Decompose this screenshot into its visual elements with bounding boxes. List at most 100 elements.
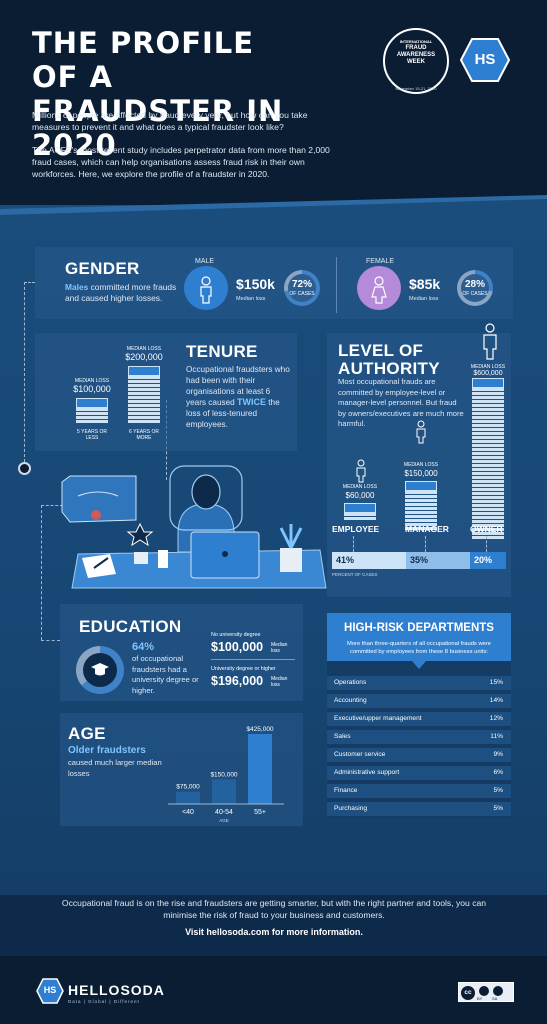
- department-pct: 14%: [489, 697, 503, 704]
- money-stack-layer: [128, 400, 160, 403]
- cc-sa-icon: [493, 986, 503, 996]
- banknote-icon: [344, 503, 376, 513]
- age-bar: [176, 791, 200, 804]
- departments-list: Operations 15% Accounting 14% Executive/uppe…: [327, 676, 511, 820]
- hs-logo-icon: [460, 38, 510, 82]
- connector-line: [353, 536, 354, 552]
- money-stack-layer: [344, 517, 376, 520]
- money-stack-layer: [472, 420, 504, 423]
- male-loss-value: $150k: [236, 276, 275, 292]
- department-row: Executive/upper management 12%: [327, 712, 511, 726]
- money-stack-layer: [472, 396, 504, 399]
- money-stack-layer: [472, 424, 504, 427]
- departments-header: [327, 613, 511, 661]
- age-bar: [248, 734, 272, 804]
- degree-label: University degree or higher: [211, 666, 276, 672]
- footer-visit-link[interactable]: Visit hellosoda.com for more information…: [185, 927, 363, 937]
- money-stack-layer: [128, 380, 160, 383]
- departments-title: HIGH-RISK DEPARTMENTS: [344, 622, 494, 634]
- no-degree-suffix: Median loss: [271, 642, 288, 654]
- cat-manager: MANAGER: [405, 524, 449, 534]
- authority-title-2: AUTHORITY: [338, 359, 440, 378]
- manager-figure-icon: [416, 420, 426, 444]
- department-row: Customer service 9%: [327, 748, 511, 762]
- department-pct: 5%: [493, 805, 503, 812]
- department-name: Sales: [334, 733, 351, 740]
- department-row: Sales 11%: [327, 730, 511, 744]
- money-stack-layer: [128, 416, 160, 419]
- money-stack-layer: [472, 436, 504, 439]
- faw-line-2: FRAUD: [405, 45, 427, 51]
- money-stack-layer: [472, 460, 504, 463]
- tenure-desc-1: Occupational fraudsters who had been wit…: [186, 365, 290, 407]
- money-stack-layer: [76, 416, 108, 419]
- age-desc-rest: caused much larger median losses: [68, 758, 162, 778]
- gender-panel: [35, 247, 513, 319]
- age-category-label: 55+: [254, 809, 266, 816]
- hellosoda-logo-icon: [36, 978, 64, 1004]
- money-stack-layer: [472, 464, 504, 467]
- money-stack-layer: [472, 512, 504, 515]
- gender-desc-accent: Males: [65, 282, 89, 292]
- fraud-awareness-week-text: INTERNATIONAL FRAUD AWARENESS WEEK: [386, 38, 446, 66]
- no-degree-label: No university degree: [211, 632, 261, 638]
- office-desk-illustration: [61, 465, 327, 589]
- cat-employee: EMPLOYEE: [332, 524, 380, 534]
- department-row: Purchasing 5%: [327, 802, 511, 816]
- gender-description: Males committed more frauds and caused h…: [65, 282, 177, 304]
- age-axis-label: AGE: [219, 818, 229, 823]
- age-bar-value-label: $75,000: [176, 784, 200, 791]
- manager-loss-label: MEDIAN LOSS: [403, 462, 439, 468]
- money-stack-layer: [472, 516, 504, 519]
- tenure-left-value: $100,000: [73, 384, 111, 394]
- money-stack-layer: [76, 412, 108, 415]
- money-stack-layer: [472, 416, 504, 419]
- tenure-panel: [35, 333, 297, 451]
- money-stack-layer: [472, 468, 504, 471]
- money-stack-layer: [405, 523, 437, 526]
- department-row: Accounting 14%: [327, 694, 511, 708]
- tenure-left-caption: 5 YEARS OR LESS: [77, 429, 107, 441]
- money-stack-layer: [472, 432, 504, 435]
- cc-by-label: BY: [477, 996, 483, 1001]
- connector-line: [41, 640, 60, 641]
- cc-sa-label: SA: [492, 996, 498, 1001]
- connector-line: [24, 282, 35, 283]
- department-name: Operations: [334, 679, 367, 686]
- hellosoda-logo-text: HS: [43, 985, 57, 995]
- age-desc-accent: Older fraudsters: [68, 745, 146, 756]
- money-stack-layer: [128, 388, 160, 391]
- female-loss-value: $85k: [409, 276, 441, 292]
- hs-logo-text: HS: [474, 51, 496, 68]
- footer-text: Occupational fraud is on the rise and fr…: [61, 898, 487, 920]
- money-stack-layer: [128, 396, 160, 399]
- gender-desc-rest: committed more frauds and caused higher …: [65, 282, 177, 303]
- male-loss-label: Median loss: [236, 296, 266, 302]
- hellosoda-tagline: Data | Global | Different: [68, 999, 140, 1004]
- money-stack-layer: [472, 488, 504, 491]
- male-icon: [184, 266, 228, 310]
- money-stack-layer: [472, 444, 504, 447]
- tenure-description: Occupational fraudsters who had been wit…: [186, 364, 290, 430]
- money-stack-layer: [472, 452, 504, 455]
- department-name: Customer service: [334, 751, 386, 758]
- cc-icon: cc: [461, 986, 475, 1000]
- money-stack-layer: [472, 448, 504, 451]
- connector-node: [18, 462, 31, 475]
- gender-title: GENDER: [65, 259, 140, 278]
- banknote-icon: [472, 378, 504, 388]
- intro-paragraph-1: Millions of people are affected by fraud…: [32, 110, 308, 132]
- header: [0, 0, 547, 215]
- money-stack-layer: [128, 420, 160, 423]
- tenure-left-money-stack: [76, 397, 108, 424]
- tenure-left-label: MEDIAN LOSS: [74, 378, 110, 384]
- banknote-icon: [76, 398, 108, 408]
- department-row: Administrative support 6%: [327, 766, 511, 780]
- department-pct: 6%: [493, 769, 503, 776]
- title-line-1: THE PROFILE OF A: [32, 26, 255, 94]
- education-title: EDUCATION: [79, 617, 182, 636]
- manager-loss-value: $150,000: [404, 469, 438, 478]
- money-stack-layer: [472, 456, 504, 459]
- money-stack-layer: [472, 492, 504, 495]
- pct-employee-bar: 41%: [332, 552, 406, 569]
